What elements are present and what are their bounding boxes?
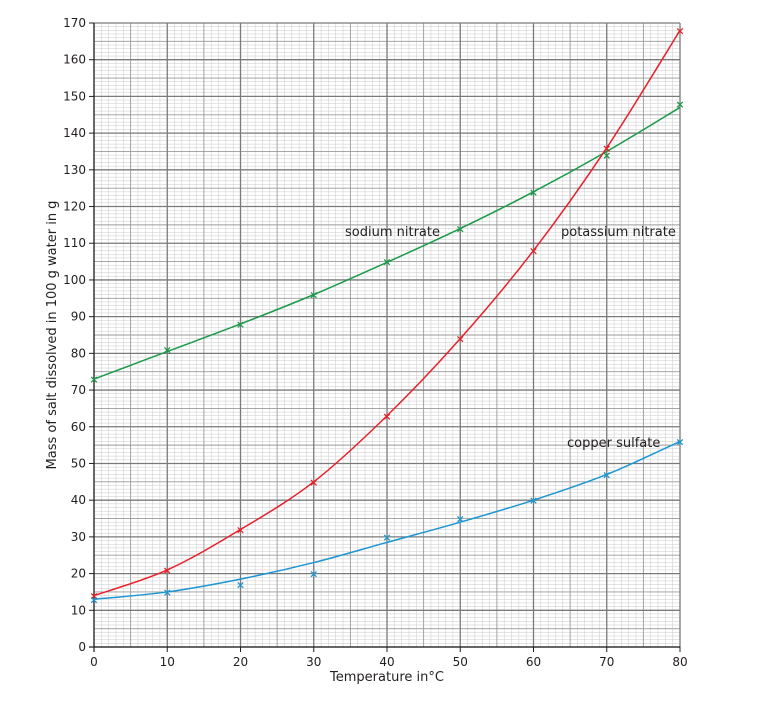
data-point-1-7: × (602, 142, 611, 155)
data-point-0-5: × (456, 223, 465, 236)
series-markers: ××××××××××××××××××××××××××× (89, 24, 684, 606)
data-point-0-1: × (163, 344, 172, 357)
data-point-1-3: × (309, 476, 318, 489)
data-point-2-2: × (236, 579, 245, 592)
data-point-0-2: × (236, 318, 245, 331)
data-point-2-1: × (163, 586, 172, 599)
data-point-2-7: × (602, 468, 611, 481)
data-point-0-6: × (529, 186, 538, 199)
x-tick-label: 60 (526, 655, 541, 669)
y-tick-label: 150 (63, 89, 86, 103)
y-tick-label: 20 (71, 567, 86, 581)
series-label-copper-sulfate: copper sulfate (567, 436, 660, 451)
data-point-2-4: × (382, 531, 391, 544)
data-point-0-7: × (602, 149, 611, 162)
y-tick-label: 130 (63, 163, 86, 177)
y-tick-label: 90 (71, 310, 86, 324)
y-tick-label: 60 (71, 420, 86, 434)
y-tick-label: 170 (63, 16, 86, 30)
x-tick-label: 10 (160, 655, 175, 669)
y-tick-label: 40 (71, 493, 86, 507)
y-tick-label: 100 (63, 273, 86, 287)
y-tick-label: 10 (71, 603, 86, 617)
y-tick-label: 0 (78, 640, 86, 654)
y-tick-label: 140 (63, 126, 86, 140)
data-point-1-2: × (236, 524, 245, 537)
y-tick-labels: 0 10 20 30 40 50 60 70 80 90 100 110 120 130 140 150 160… (63, 16, 86, 654)
y-tick-label: 120 (63, 200, 86, 214)
data-point-0-4: × (382, 256, 391, 269)
axes (89, 22, 681, 652)
x-tick-label: 70 (599, 655, 614, 669)
data-point-2-6: × (529, 494, 538, 507)
y-tick-label: 80 (71, 346, 86, 360)
x-tick-label: 30 (306, 655, 321, 669)
y-tick-label: 50 (71, 456, 86, 470)
x-tick-label: 20 (233, 655, 248, 669)
x-tick-label: 50 (453, 655, 468, 669)
data-point-1-0: × (89, 590, 98, 603)
series-line-0 (93, 106, 681, 380)
x-axis-label: Temperature in°C (329, 670, 444, 685)
data-point-0-8: × (675, 98, 684, 111)
data-point-2-3: × (309, 568, 318, 581)
data-point-1-6: × (529, 245, 538, 258)
data-point-2-5: × (456, 513, 465, 526)
y-axis-label: Mass of salt dissolved in 100 g water in… (45, 201, 60, 470)
data-point-2-0: × (89, 593, 98, 606)
data-point-1-4: × (382, 410, 391, 423)
data-point-1-5: × (456, 333, 465, 346)
data-point-1-1: × (163, 564, 172, 577)
y-tick-label: 30 (71, 530, 86, 544)
x-tick-label: 40 (379, 655, 394, 669)
series-line-1 (93, 29, 681, 597)
y-tick-label: 160 (63, 53, 86, 67)
x-tick-label: 0 (90, 655, 98, 669)
x-tick-label: 80 (672, 655, 687, 669)
y-tick-label: 110 (63, 236, 86, 250)
data-point-1-8: × (675, 24, 684, 37)
series-line-2 (93, 440, 681, 601)
data-point-0-0: × (89, 373, 98, 386)
x-tick-labels: 0 10 20 30 40 50 60 70 80 (90, 655, 687, 669)
series-label-sodium-nitrate: sodium nitrate (345, 225, 440, 240)
series-curves (93, 29, 681, 601)
series-label-potassium-nitrate: potassium nitrate (561, 225, 676, 240)
data-point-2-8: × (675, 435, 684, 448)
data-point-0-3: × (309, 289, 318, 302)
y-tick-label: 70 (71, 383, 86, 397)
